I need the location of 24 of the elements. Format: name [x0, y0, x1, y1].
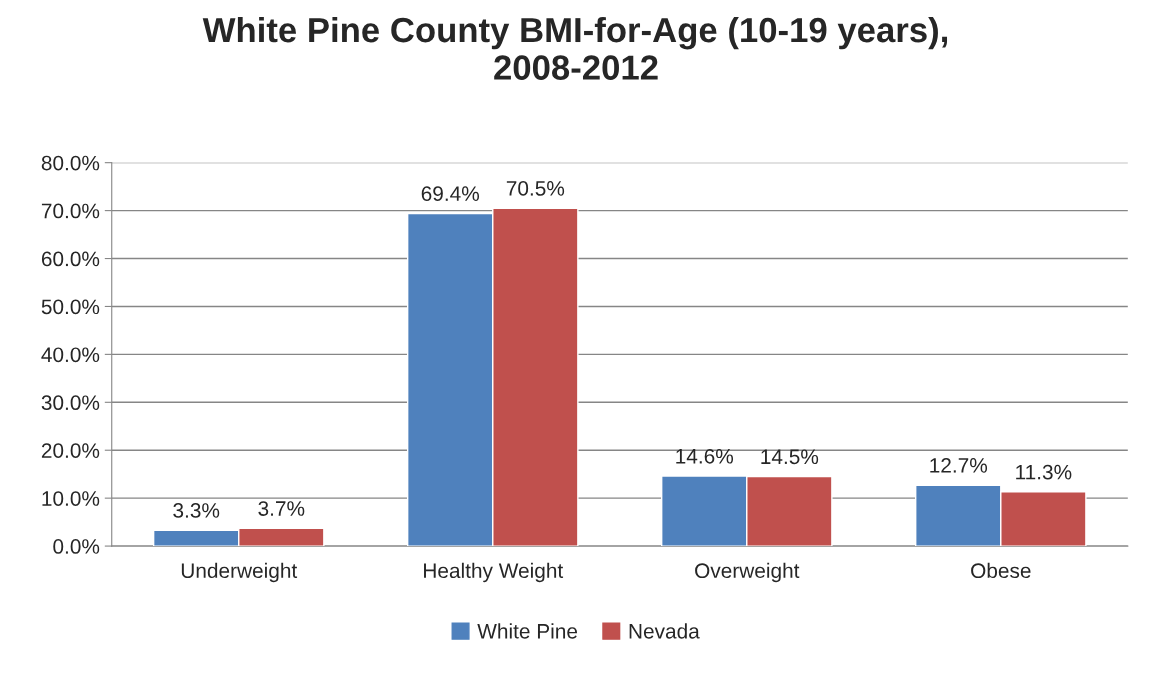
data-label: 14.5%: [761, 449, 819, 465]
x-tick-label: Obese: [971, 562, 1031, 579]
y-tick-label: 60.0%: [41, 251, 100, 267]
data-label: 69.4%: [421, 186, 480, 202]
data-label: 3.3%: [173, 503, 220, 518]
y-tick-label: 40.0%: [41, 347, 100, 363]
y-tick-label: 70.0%: [41, 203, 100, 219]
data-label: 3.7%: [258, 501, 305, 516]
chart-title: White Pine County BMI-for-Age (10-19 years), 2008-2012: [202, 16, 948, 80]
x-tick-label: Overweight: [695, 562, 800, 583]
y-tick-label: 80.0%: [41, 155, 100, 171]
y-tick-label: 0.0%: [53, 539, 100, 554]
data-label: 12.7%: [930, 458, 988, 473]
y-tick-label: 30.0%: [41, 395, 100, 411]
data-label: 11.3%: [1016, 464, 1072, 480]
legend-label: Nevada: [629, 623, 700, 639]
x-tick-label: Underweight: [181, 562, 298, 583]
data-label: 70.5%: [506, 181, 565, 196]
legend-label: White Pine: [477, 623, 578, 639]
y-tick-label: 50.0%: [41, 299, 100, 315]
y-tick-label: 20.0%: [41, 443, 100, 458]
y-tick-label: 10.0%: [42, 491, 100, 506]
data-label: 14.6%: [676, 448, 734, 464]
x-tick-label: Healthy Weight: [424, 562, 564, 583]
